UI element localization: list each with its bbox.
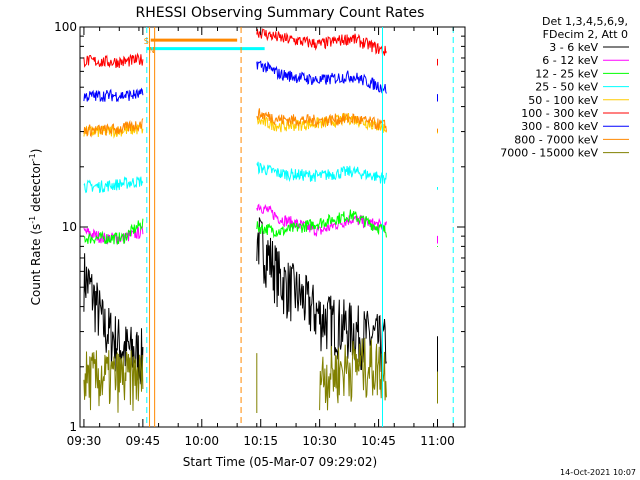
series-12-25-kev [83,209,438,247]
legend-item: 100 - 300 keV [521,107,629,120]
series-100-300-kev [83,28,438,69]
series-line [256,28,387,56]
legend-label: 50 - 100 keV [528,94,598,107]
series-7000-15000-kev [83,337,438,413]
x-tick-label: 11:00 [420,434,455,448]
series-line [83,350,144,413]
legend-item: 800 - 7000 keV [514,133,629,146]
y-axis-label: Count Rate (s-1 detector-1) [28,149,43,306]
series-line [83,52,144,69]
legend-item: 25 - 50 keV [535,81,629,94]
x-tick-label: 10:30 [302,434,337,448]
marker-layer: SN [144,27,454,427]
x-axis-label: Start Time (05-Mar-07 09:29:02) [183,455,377,469]
series-line [256,161,387,184]
x-tick-label: 10:00 [184,434,219,448]
timestamp: 14-Oct-2021 10:07 [560,468,636,477]
series-layer [83,28,438,413]
series-line [256,112,387,133]
legend-item: 6 - 12 keV [542,54,629,67]
legend-item: 3 - 6 keV [549,41,629,54]
legend-label: 3 - 6 keV [549,41,598,54]
series-300-800-kev [83,60,438,103]
x-tick-label: 09:30 [67,434,102,448]
legend-label: 6 - 12 keV [542,54,598,67]
x-tick-label: 10:45 [361,434,396,448]
series-line [319,337,387,411]
legend-label: 300 - 800 keV [521,120,598,133]
legend-header-1: Det 1,3,4,5,6,9, [542,15,628,28]
chart-title: RHESSI Observing Summary Count Rates [136,5,425,21]
series-line [256,60,387,94]
x-tick-label: 09:45 [126,434,161,448]
y-tick-label: 100 [54,20,77,34]
legend-label: 12 - 25 keV [535,67,598,80]
series-line [83,253,144,385]
legend-label: 100 - 300 keV [521,107,598,120]
series-6-12-kev [83,203,438,246]
series-25-50-kev [83,161,438,194]
series-line [83,118,144,138]
series-3-6-kev [83,217,438,387]
series-line [256,217,387,372]
flag-label: S [144,37,149,46]
y-tick-label: 10 [62,220,77,234]
legend-item: 12 - 25 keV [535,67,629,80]
series-line [83,87,144,103]
legend-label: 800 - 7000 keV [514,133,598,146]
series-line [83,176,144,194]
series-line [83,218,144,246]
x-tick-label: 10:15 [243,434,278,448]
flag-label: N [149,46,155,55]
legend-item: 7000 - 15000 keV [500,147,629,160]
series-line [256,108,387,132]
legend-label: 25 - 50 keV [535,81,598,94]
legend: Det 1,3,4,5,6,9, FDecim 2, Att 0 3 - 6 k… [500,15,629,160]
series-line [256,209,387,239]
legend-item: 300 - 800 keV [521,120,629,133]
y-tick-label: 1 [69,420,77,434]
series-800-7000-kev [83,108,438,138]
legend-header-2: FDecim 2, Att 0 [543,28,628,41]
legend-item: 50 - 100 keV [528,94,629,107]
legend-label: 7000 - 15000 keV [500,147,598,160]
tick-layer: 09:30 09:45 10:00 10:15 10:30 10:45 11:00 1 10 10… [54,20,465,448]
